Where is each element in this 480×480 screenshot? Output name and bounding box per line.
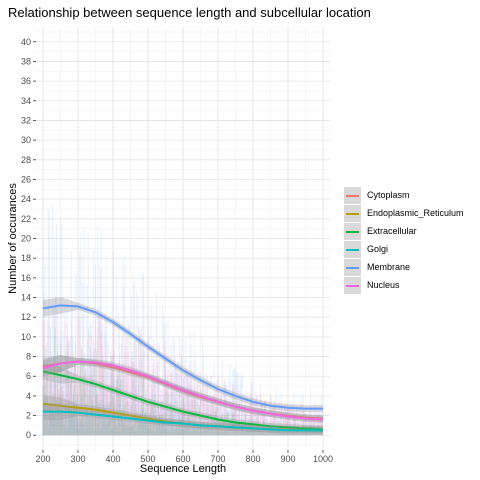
legend-item: Nucleus <box>344 276 464 294</box>
y-tick-label: 40 <box>21 37 31 47</box>
series-line <box>42 370 324 431</box>
legend-key <box>344 204 361 222</box>
confidence-band <box>43 362 323 433</box>
legend-item: Extracellular <box>344 222 464 240</box>
chart-title: Relationship between sequence length and… <box>8 5 371 20</box>
legend-key <box>344 276 361 294</box>
legend-swatch <box>346 284 359 287</box>
x-tick-label: 900 <box>280 454 295 464</box>
legend-key <box>344 240 361 258</box>
series-line <box>42 360 324 421</box>
y-tick-label: 0 <box>26 430 31 440</box>
legend-item: Golgi <box>344 240 464 258</box>
legend-label: Cytoplasm <box>367 190 410 200</box>
y-tick-label: 38 <box>21 56 31 66</box>
x-tick-label: 400 <box>105 454 120 464</box>
x-tick-label: 700 <box>210 454 225 464</box>
legend-item: Cytoplasm <box>344 186 464 204</box>
x-axis-title: Sequence Length <box>140 463 226 475</box>
x-tick-label: 300 <box>70 454 85 464</box>
legend-swatch <box>346 212 359 215</box>
y-tick-label: 30 <box>21 135 31 145</box>
y-tick-label: 22 <box>21 214 31 224</box>
legend-key <box>344 186 361 204</box>
y-tick-label: 34 <box>21 96 31 106</box>
y-tick-label: 28 <box>21 155 31 165</box>
y-tick-label: 12 <box>21 312 31 322</box>
series-line <box>42 304 323 410</box>
legend-swatch <box>346 230 359 233</box>
x-tick-label: 500 <box>140 454 155 464</box>
series-line <box>43 410 323 432</box>
legend-label: Membrane <box>367 262 411 272</box>
legend-key <box>344 258 361 276</box>
y-tick-label: 2 <box>26 411 31 421</box>
x-tick-label: 200 <box>35 454 50 464</box>
legend-swatch <box>346 248 359 251</box>
confidence-band <box>43 403 323 434</box>
y-tick-label: 6 <box>26 371 31 381</box>
y-tick-label: 24 <box>21 194 31 204</box>
x-tick-label: 800 <box>245 454 260 464</box>
legend-item: Endoplasmic_Reticulum <box>344 204 464 222</box>
y-axis-title: Number of occurances <box>7 183 19 294</box>
confidence-band <box>43 297 323 413</box>
y-tick-label: 20 <box>21 234 31 244</box>
y-tick-label: 36 <box>21 76 31 86</box>
confidence-band <box>43 355 323 422</box>
y-tick-label: 4 <box>26 391 31 401</box>
legend-key <box>344 222 361 240</box>
legend-label: Nucleus <box>367 280 400 290</box>
legend-label: Extracellular <box>367 226 417 236</box>
legend-swatch <box>346 266 359 269</box>
legend-swatch <box>346 194 359 197</box>
y-tick-label: 8 <box>26 352 31 362</box>
x-tick-label: 600 <box>175 454 190 464</box>
y-tick-label: 16 <box>21 273 31 283</box>
y-tick-label: 10 <box>21 332 31 342</box>
y-tick-label: 14 <box>21 293 31 303</box>
legend-item: Membrane <box>344 258 464 276</box>
x-tick-label: 1000 <box>313 454 333 464</box>
y-tick-label: 32 <box>21 115 31 125</box>
legend-label: Golgi <box>367 244 389 254</box>
y-tick-label: 18 <box>21 253 31 263</box>
y-tick-label: 26 <box>21 174 31 184</box>
legend: Cytoplasm Endoplasmic_Reticulum Extracellu… <box>344 186 464 294</box>
legend-label: Endoplasmic_Reticulum <box>367 208 464 218</box>
